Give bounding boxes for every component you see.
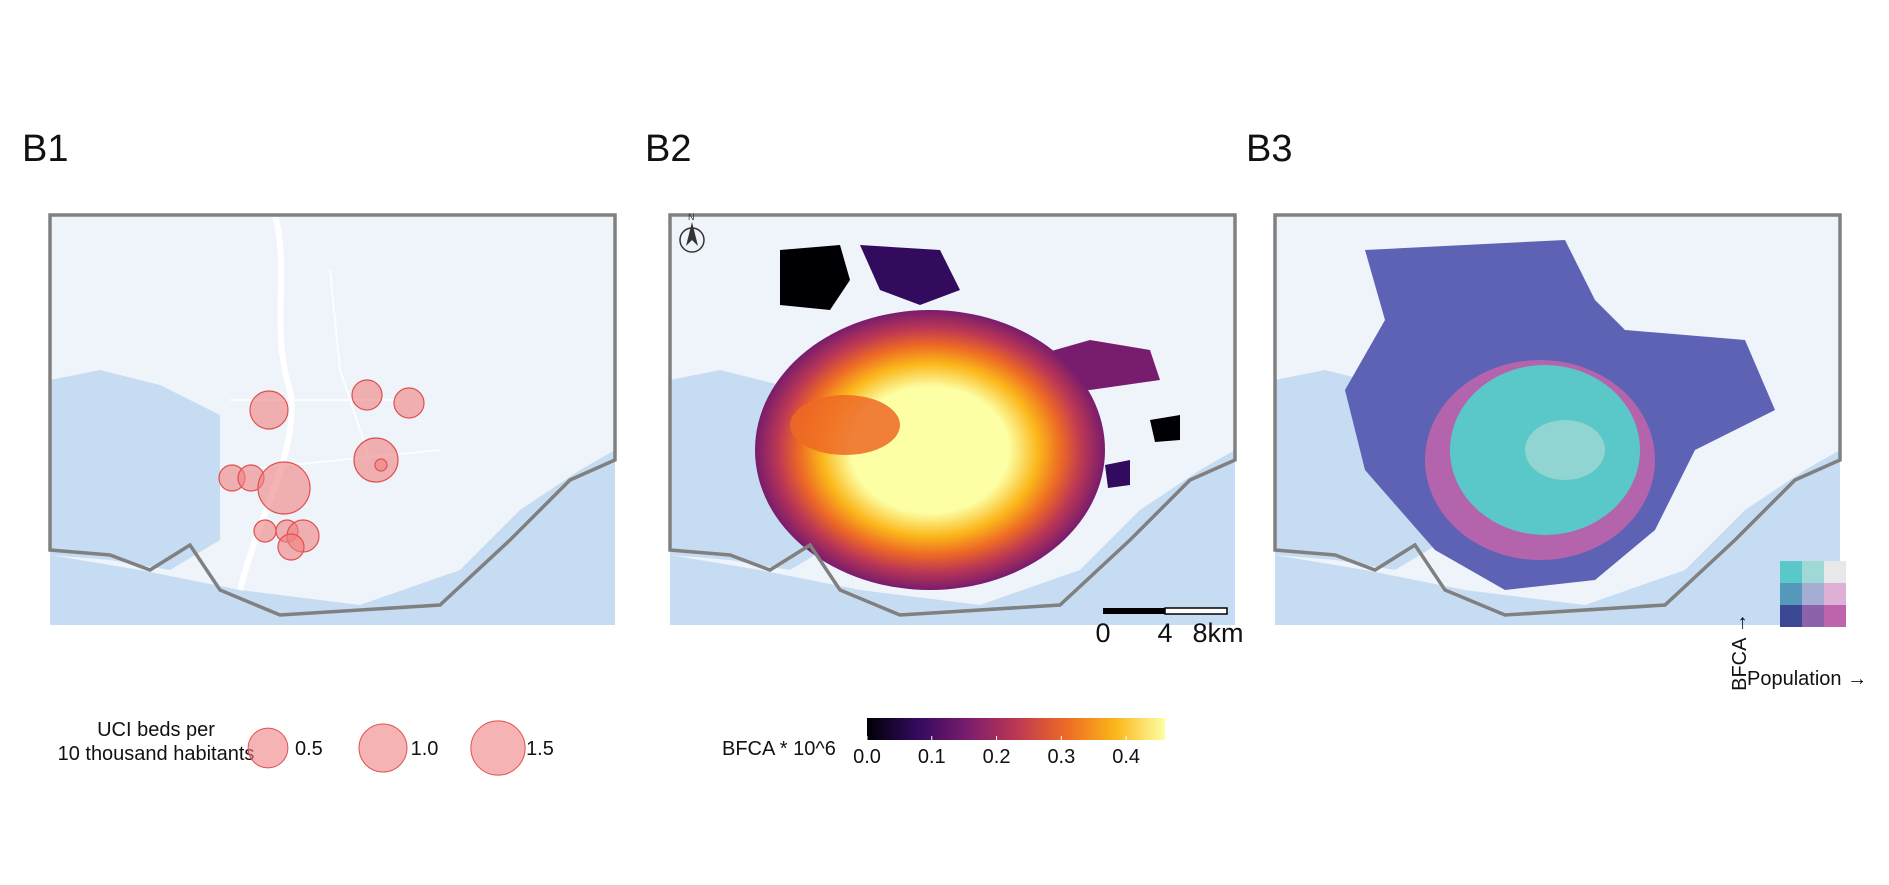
bivariate-cell [1824, 561, 1846, 583]
bed-circle [351, 379, 383, 411]
bed-circle [353, 437, 399, 483]
colorbar-ticks: 0.0 0.1 0.2 0.3 0.4 [853, 736, 1140, 768]
scale-bar [1103, 607, 1228, 615]
bivariate-cell [1824, 605, 1846, 627]
colorbar-tick-label: 0.3 [1047, 746, 1075, 768]
region-boundary [48, 213, 617, 617]
legend-b1-entries: 0.5 1.0 1.5 [247, 720, 554, 776]
legend-circle-label: 1.5 [526, 738, 554, 760]
water-south [50, 450, 615, 625]
legend-circle-label: 0.5 [295, 738, 323, 760]
region-boundary [1273, 213, 1842, 617]
bivariate-x-label: Population → [1747, 668, 1867, 690]
bivariate-cell [1780, 583, 1802, 605]
bivariate-mixed [1525, 420, 1605, 480]
legend-uci-beds: UCI beds per 10 thousand habitants 0.5 1.… [58, 719, 554, 776]
bivariate-cell [1802, 583, 1824, 605]
panel-label-b2: B2 [645, 128, 692, 170]
colorbar-tick-label: 0.0 [853, 746, 881, 768]
legend-circle-label: 1.0 [411, 738, 439, 760]
bivariate-cell [1824, 583, 1846, 605]
bfca-patch [790, 395, 900, 455]
scale-label-8km: 8km [1192, 618, 1243, 648]
bed-circle [393, 387, 425, 419]
region-boundary [668, 213, 1237, 617]
bivariate-y-label: BFCA → [1729, 613, 1751, 691]
legend-b1-title-line2: 10 thousand habitants [58, 743, 255, 765]
bed-circle [374, 458, 388, 472]
scale-label-4: 4 [1157, 618, 1172, 648]
map-b3 [1273, 213, 1842, 625]
colorbar-tick-label: 0.1 [918, 746, 946, 768]
bfca-patch [860, 245, 960, 305]
scale-label-0: 0 [1095, 618, 1110, 648]
legend-bfca: BFCA * 10^6 0.0 0.1 0.2 0.3 0.4 [722, 718, 1165, 768]
bivariate-grid [1780, 561, 1846, 627]
water-west [50, 370, 220, 570]
bivariate-cell [1780, 605, 1802, 627]
colorbar-tick-label: 0.2 [983, 746, 1011, 768]
bed-circle [253, 519, 277, 543]
bivariate-cell [1802, 561, 1824, 583]
bed-circle [277, 533, 305, 561]
scale-bar-labels: 0 4 8km [1095, 618, 1243, 648]
legend-circle [358, 723, 408, 773]
bed-circle [249, 390, 289, 430]
bfca-patch [1105, 460, 1130, 488]
legend-b1-title-line1: UCI beds per [97, 719, 215, 741]
north-label: N [688, 212, 695, 222]
panel-label-b3: B3 [1246, 128, 1293, 170]
colorbar-tick-label: 0.4 [1112, 746, 1140, 768]
legend-b2-title: BFCA * 10^6 [722, 738, 836, 760]
bivariate-cell [1780, 561, 1802, 583]
bfca-patch [1150, 415, 1180, 442]
map-b1 [48, 213, 617, 625]
bed-circle [257, 461, 311, 515]
water-south [670, 450, 1235, 625]
bivariate-cell [1802, 605, 1824, 627]
colorbar [867, 718, 1165, 740]
bed-circles [218, 379, 425, 561]
north-arrow: N [679, 212, 705, 253]
legend-circle [247, 727, 289, 769]
map-b2: N [668, 212, 1237, 625]
water-south [1275, 450, 1840, 625]
bivariate-legend: BFCA → Population → [1729, 561, 1867, 691]
panel-label-b1: B1 [22, 128, 69, 170]
bfca-patch [780, 245, 850, 310]
legend-circle [470, 720, 526, 776]
bfca-surface [755, 310, 1105, 590]
